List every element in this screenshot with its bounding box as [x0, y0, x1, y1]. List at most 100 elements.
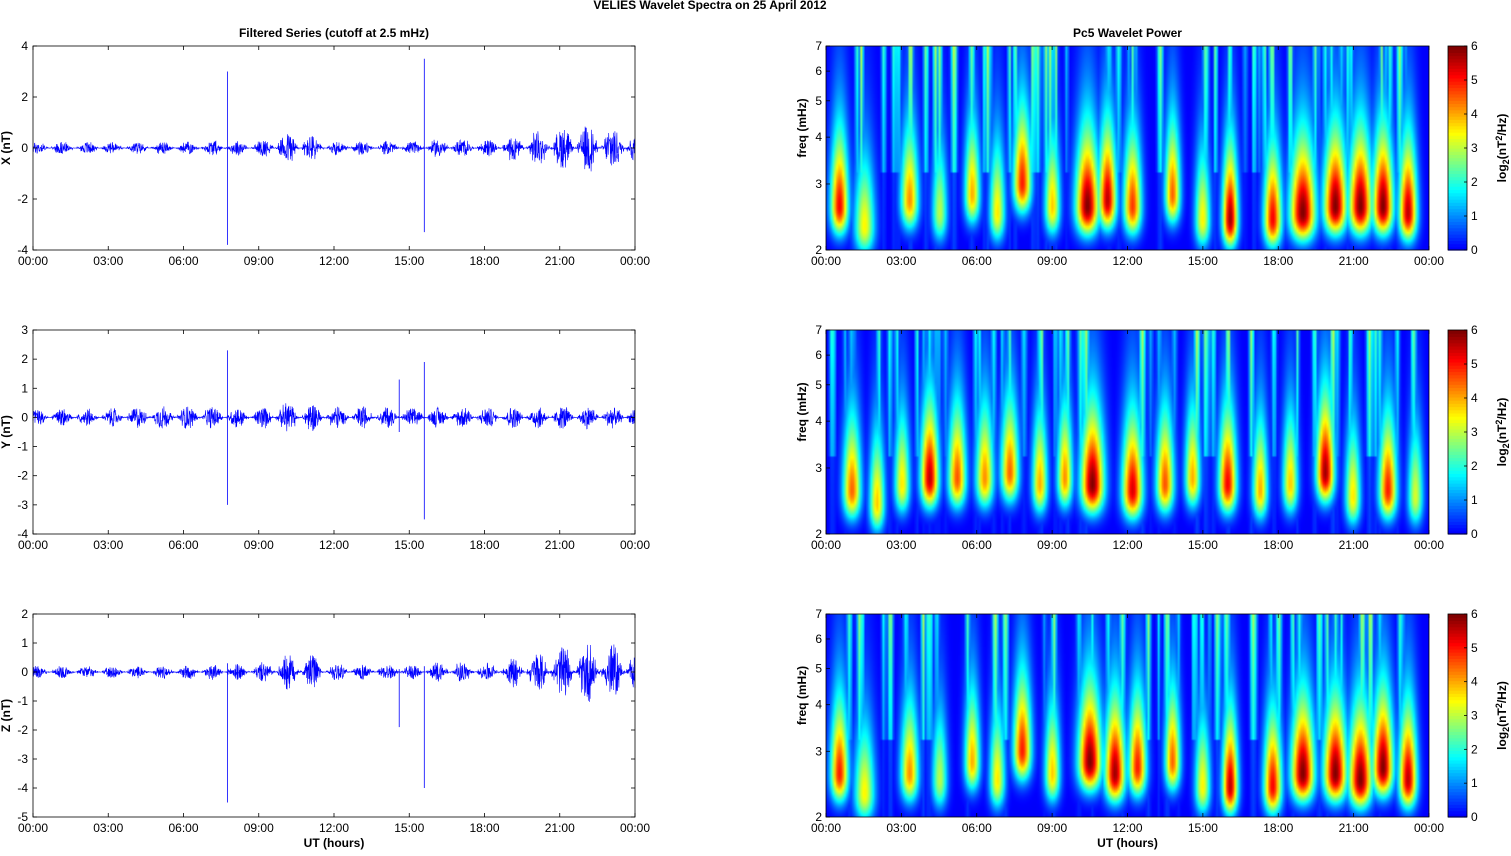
- colorbar-cell: [1448, 428, 1467, 433]
- x-tick-label: 03:00: [886, 254, 916, 268]
- colorbar-cell: [1448, 674, 1467, 679]
- colorbar-cell: [1448, 52, 1467, 57]
- x-tick-label: 06:00: [962, 538, 992, 552]
- colorbar-cell: [1448, 728, 1467, 732]
- y-tick-label: 1: [21, 381, 28, 395]
- colorbar-cell: [1448, 492, 1467, 497]
- colorbar-cell: [1448, 725, 1467, 729]
- y-tick-label: 6: [815, 64, 822, 78]
- colorbar-cell: [1448, 715, 1467, 720]
- colorbar-cell: [1448, 151, 1467, 155]
- colorbar-cell: [1448, 179, 1467, 184]
- x-tick-label: 18:00: [469, 538, 499, 552]
- x-tick-label: 00:00: [811, 538, 841, 552]
- y-tick-label: 6: [815, 348, 822, 362]
- x-tick-label: 00:00: [620, 821, 650, 835]
- colorbar-cell: [1448, 339, 1467, 344]
- colorbar-cell: [1448, 794, 1467, 799]
- x-tick-label: 12:00: [1112, 254, 1142, 268]
- colorbar-cell: [1448, 365, 1467, 369]
- colorbar-tick-label: 2: [1471, 459, 1478, 473]
- x-tick-label: 18:00: [1263, 254, 1293, 268]
- colorbar-cell: [1448, 393, 1467, 398]
- colorbar-cell: [1448, 740, 1467, 745]
- x-tick-label: 03:00: [93, 821, 123, 835]
- y-axis-label: freq (mHz): [795, 666, 809, 725]
- y-axis-label: freq (mHz): [795, 98, 809, 157]
- colorbar-cell: [1448, 489, 1467, 494]
- colorbar-cell: [1448, 74, 1467, 79]
- colorbar-cell: [1448, 495, 1467, 500]
- colorbar-cell: [1448, 374, 1467, 379]
- y-tick-label: 5: [815, 94, 822, 108]
- colorbar-cell: [1448, 623, 1467, 628]
- colorbar-cell: [1448, 645, 1467, 650]
- colorbar-cell: [1448, 148, 1467, 152]
- colorbar-tick-label: 0: [1471, 810, 1478, 824]
- z-wavelet-heatmap: [826, 614, 1429, 817]
- colorbar-tick-label: 3: [1471, 425, 1478, 439]
- colorbar-cell: [1448, 141, 1467, 146]
- colorbar-cell: [1448, 782, 1467, 786]
- y-tick-label: 4: [815, 130, 822, 144]
- colorbar-cell: [1448, 664, 1467, 669]
- colorbar-label-part: /Hz): [1495, 114, 1509, 136]
- colorbar-cell: [1448, 195, 1467, 200]
- colorbar-cell: [1448, 463, 1467, 468]
- y-axis-label: freq (mHz): [795, 382, 809, 441]
- colorbar-label-part: log: [1495, 448, 1509, 466]
- z-wavelet-panel: 2 3 4 5 6 7 00:00 03:00 06:00 09:00 12:00 15:00 18:0…: [795, 607, 1511, 850]
- colorbar-cell: [1448, 170, 1467, 175]
- colorbar-cell: [1448, 77, 1467, 82]
- colorbar-label-part: 2: [1494, 703, 1504, 708]
- colorbar-cell: [1448, 633, 1467, 637]
- x-axis-label: UT (hours): [1097, 836, 1158, 850]
- colorbar-cell: [1448, 425, 1467, 430]
- colorbar-cell: [1448, 345, 1467, 350]
- y-tick-label: -2: [17, 723, 28, 737]
- y-tick-label: -2: [17, 469, 28, 483]
- colorbar-cell: [1448, 371, 1467, 376]
- colorbar-cell: [1448, 432, 1467, 436]
- colorbar-cell: [1448, 518, 1467, 522]
- colorbar-cell: [1448, 514, 1467, 519]
- x-tick-label: 00:00: [811, 821, 841, 835]
- colorbar-label-part: 2: [1494, 420, 1504, 425]
- colorbar-cell: [1448, 49, 1467, 53]
- y-tick-label: 2: [21, 352, 28, 366]
- colorbar-cell: [1448, 476, 1467, 481]
- colorbar-cell: [1448, 457, 1467, 462]
- figure-title: VELIES Wavelet Spectra on 25 April 2012: [593, 0, 827, 12]
- y-tick-label: 4: [815, 414, 822, 428]
- colorbar-cell: [1448, 211, 1467, 216]
- colorbar-cell: [1448, 46, 1467, 50]
- colorbar-cell: [1448, 441, 1467, 446]
- panels-layer: -4 -2 0 2 4 00:00 03:00 06:00 09:00 12:00 15:00 18:…: [0, 26, 1511, 850]
- x-tick-label: 15:00: [394, 254, 424, 268]
- colorbar-cell: [1448, 384, 1467, 388]
- colorbar-cell: [1448, 699, 1467, 704]
- x-tick-label: 03:00: [886, 538, 916, 552]
- colorbar-cell: [1448, 368, 1467, 373]
- colorbar-cell: [1448, 125, 1467, 130]
- y-tick-label: 7: [815, 39, 822, 53]
- colorbar-cell: [1448, 176, 1467, 181]
- colorbar-tick-label: 0: [1471, 243, 1478, 257]
- colorbar-label-part: 2: [1501, 159, 1511, 164]
- colorbar-cell: [1448, 454, 1467, 459]
- colorbar-cell: [1448, 629, 1467, 634]
- colorbar-cell: [1448, 90, 1467, 95]
- y-tick-label: 4: [21, 39, 28, 53]
- colorbar-cell: [1448, 183, 1467, 187]
- colorbar-cell: [1448, 419, 1467, 424]
- y-axis-label: Y (nT): [0, 415, 13, 449]
- colorbar-cell: [1448, 524, 1467, 529]
- y-tick-label: 5: [815, 662, 822, 676]
- x-tick-label: 09:00: [244, 254, 274, 268]
- y-tick-label: 1: [21, 636, 28, 650]
- x-tick-label: 06:00: [962, 254, 992, 268]
- x-tick-label: 03:00: [886, 821, 916, 835]
- colorbar-cell: [1448, 230, 1467, 235]
- x-tick-label: 03:00: [93, 538, 123, 552]
